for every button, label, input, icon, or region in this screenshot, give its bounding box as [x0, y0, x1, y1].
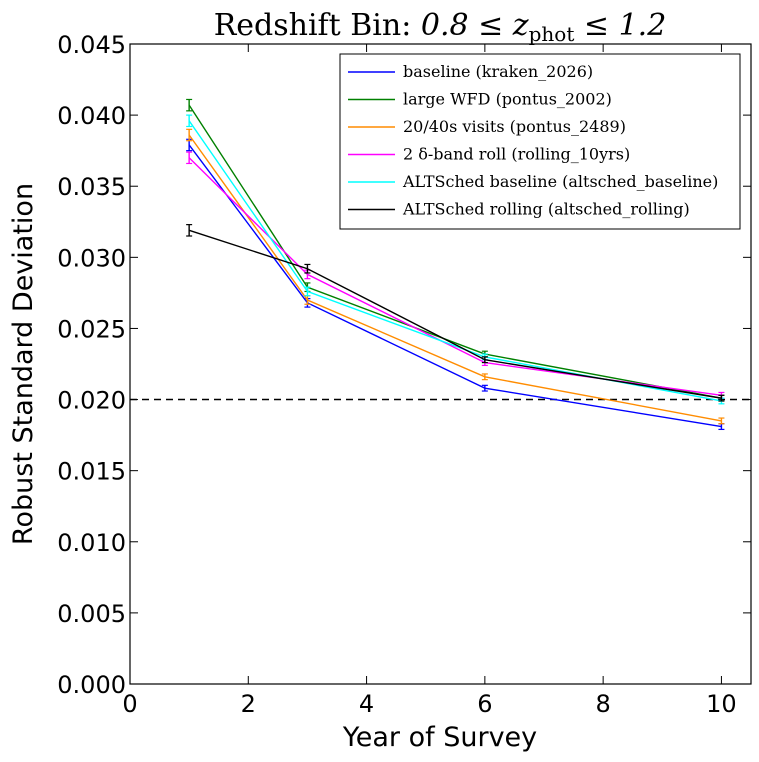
series-line — [188, 229, 722, 399]
series-2 — [186, 128, 725, 425]
legend-label: large WFD (pontus_2002) — [403, 90, 612, 109]
plot-area: 0 2 4 6 8 10 0.000 0.005 0.010 0.015 0.020 0.025 0.0… — [57, 31, 752, 718]
y-axis-label: Robust Standard Deviation — [8, 183, 39, 545]
y-tick-label: 0.030 — [57, 244, 126, 272]
x-tick-label: 8 — [596, 690, 611, 718]
y-tick-label: 0.005 — [57, 600, 126, 628]
series-line — [188, 104, 722, 399]
y-tick-label: 0.010 — [57, 529, 126, 557]
y-tick-label: 0.040 — [57, 102, 126, 130]
x-axis-label: Year of Survey — [342, 722, 537, 753]
legend-label: baseline (kraken_2026) — [403, 62, 593, 81]
series-line — [188, 144, 722, 428]
series-line — [188, 134, 722, 422]
chart-title: Redshift Bin: 0.8 ≤ zphot ≤ 1.2 — [214, 8, 667, 46]
y-tick-label: 0.020 — [57, 387, 126, 415]
legend-label: ALTSched rolling (altsched_rolling) — [402, 200, 690, 219]
x-tick-label: 6 — [477, 690, 492, 718]
y-tick-label: 0.025 — [57, 315, 126, 343]
x-tick-label: 0 — [122, 690, 137, 718]
legend-label: 2 δ-band roll (rolling_10yrs) — [403, 145, 630, 164]
y-tick-label: 0.000 — [57, 671, 126, 699]
legend-label: 20/40s visits (pontus_2489) — [403, 117, 626, 136]
plot-frame — [129, 43, 752, 685]
x-tick-label: 10 — [706, 690, 737, 718]
legend: baseline (kraken_2026)large WFD (pontus_… — [339, 53, 741, 230]
legend-label: ALTSched baseline (altsched_baseline) — [402, 172, 718, 191]
x-tick-label: 4 — [359, 690, 374, 718]
y-tick-label: 0.035 — [57, 173, 126, 201]
x-tick-label: 2 — [241, 690, 256, 718]
y-tick-label: 0.015 — [57, 458, 126, 486]
series-5 — [186, 224, 725, 402]
y-tick-label: 0.045 — [57, 31, 126, 59]
legend-box — [339, 53, 741, 230]
